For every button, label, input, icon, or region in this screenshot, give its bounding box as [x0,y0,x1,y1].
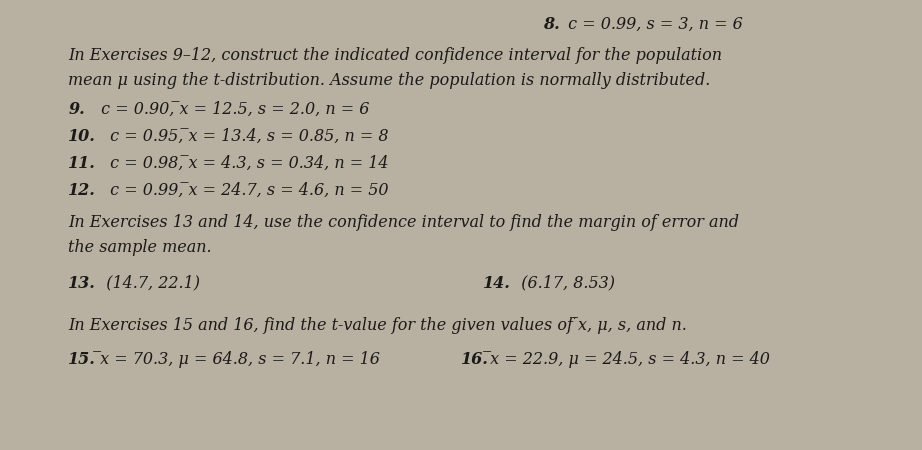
Text: 9.: 9. [68,101,85,118]
Text: 15.: 15. [68,351,96,368]
Text: (6.17, 8.53): (6.17, 8.53) [511,274,615,292]
Text: 16.: 16. [461,351,489,368]
Text: c = 0.95, ̅x = 13.4, s = 0.85, n = 8: c = 0.95, ̅x = 13.4, s = 0.85, n = 8 [105,128,388,145]
Text: In Exercises 9–12, construct the indicated confidence interval for the populatio: In Exercises 9–12, construct the indicat… [68,47,723,64]
Text: ̅x = 22.9, μ = 24.5, s = 4.3, n = 40: ̅x = 22.9, μ = 24.5, s = 4.3, n = 40 [486,351,771,368]
Text: c = 0.90, ̅x = 12.5, s = 2.0, n = 6: c = 0.90, ̅x = 12.5, s = 2.0, n = 6 [96,101,369,118]
Text: 13.: 13. [68,274,96,292]
Text: 10.: 10. [68,128,96,145]
Text: 14.: 14. [483,274,511,292]
Text: In Exercises 13 and 14, use the confidence interval to find the margin of error : In Exercises 13 and 14, use the confiden… [68,214,739,231]
Text: c = 0.98, ̅x = 4.3, s = 0.34, n = 14: c = 0.98, ̅x = 4.3, s = 0.34, n = 14 [105,155,388,172]
Text: In Exercises 15 and 16, find the t-value for the given values of ̅x, μ, s, and n: In Exercises 15 and 16, find the t-value… [68,317,687,334]
Text: c = 0.99, s = 3, n = 6: c = 0.99, s = 3, n = 6 [562,16,742,33]
Text: the sample mean.: the sample mean. [68,238,212,256]
Text: 8.: 8. [543,16,560,33]
Text: 11.: 11. [68,155,96,172]
Text: ̅x = 70.3, μ = 64.8, s = 7.1, n = 16: ̅x = 70.3, μ = 64.8, s = 7.1, n = 16 [96,351,381,368]
Text: c = 0.99, ̅x = 24.7, s = 4.6, n = 50: c = 0.99, ̅x = 24.7, s = 4.6, n = 50 [105,182,388,199]
Text: 12.: 12. [68,182,96,199]
Text: mean μ using the t-distribution. Assume the population is normally distributed.: mean μ using the t-distribution. Assume … [68,72,711,89]
Text: (14.7, 22.1): (14.7, 22.1) [96,274,200,292]
